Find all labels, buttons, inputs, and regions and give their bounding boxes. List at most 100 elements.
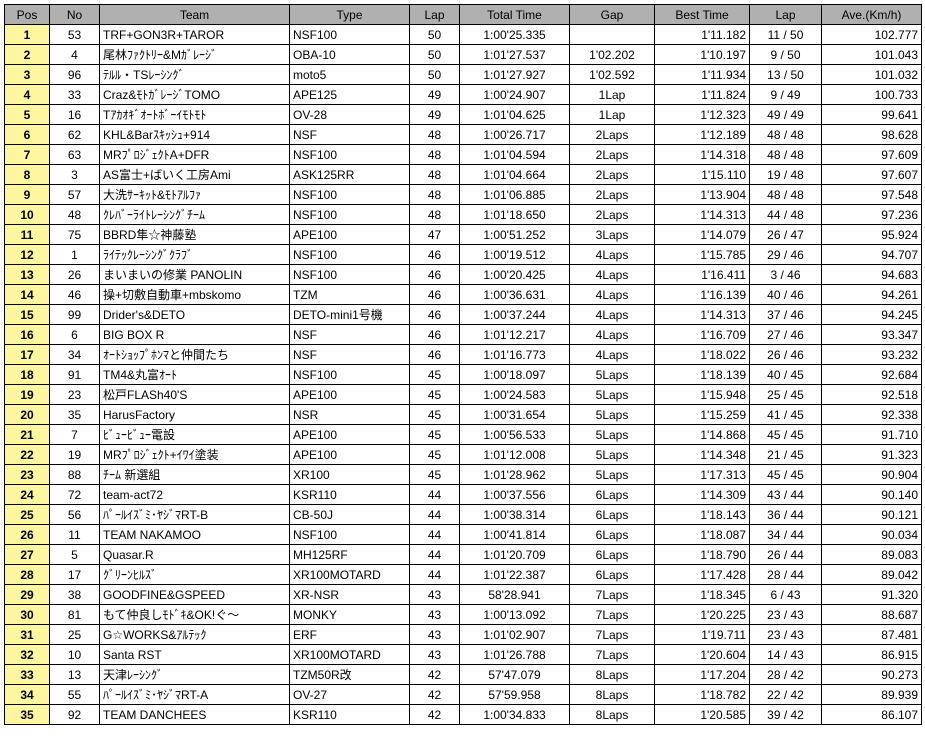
data-cell: GOODFINE&GSPEED xyxy=(100,585,290,605)
table-row: 24尾林ﾌｧｸﾄﾘｰ&MｶﾞﾚｰｼﾞOBA-10501:01'27.5371'0… xyxy=(5,45,922,65)
data-cell: 1'11.182 xyxy=(655,25,750,45)
data-cell: 松戸FLASh40'S xyxy=(100,385,290,405)
data-cell: 1:01'06.885 xyxy=(460,185,570,205)
data-cell: 1:00'20.425 xyxy=(460,265,570,285)
data-cell: 1'12.189 xyxy=(655,125,750,145)
data-cell: G☆WORKS&ｱﾙﾃｯｸ xyxy=(100,625,290,645)
data-cell: 1'18.790 xyxy=(655,545,750,565)
table-row: 2817ｸﾞﾘｰﾝﾋﾙｽﾞXR100MOTARD441:01'22.3876La… xyxy=(5,565,922,585)
data-cell: 90.034 xyxy=(822,525,922,545)
pos-cell: 32 xyxy=(5,645,50,665)
data-cell: 95.924 xyxy=(822,225,922,245)
data-cell: 90.121 xyxy=(822,505,922,525)
table-row: 217ﾋﾞｭｰﾋﾞｭｰ電設APE100451:00'56.5335Laps1'1… xyxy=(5,425,922,445)
data-cell: 45 xyxy=(410,385,460,405)
data-cell: 40 / 46 xyxy=(750,285,822,305)
data-cell: 34 / 44 xyxy=(750,525,822,545)
data-cell: 1:01'22.387 xyxy=(460,565,570,585)
pos-cell: 4 xyxy=(5,85,50,105)
data-cell: 90.273 xyxy=(822,665,922,685)
data-cell: 1:01'16.773 xyxy=(460,345,570,365)
data-cell: 101.032 xyxy=(822,65,922,85)
data-cell: 39 / 42 xyxy=(750,705,822,725)
data-cell xyxy=(570,25,655,45)
data-cell: APE100 xyxy=(290,445,410,465)
data-cell: 8Laps xyxy=(570,685,655,705)
data-cell: 86.915 xyxy=(822,645,922,665)
data-cell: 88 xyxy=(50,465,100,485)
data-cell: MRﾌﾟﾛｼﾞｪｸﾄ+ｲﾜｲ塗装 xyxy=(100,445,290,465)
data-cell: 7Laps xyxy=(570,605,655,625)
data-cell: ｸﾚﾊﾞｰﾗｲﾄﾚｰｼﾝｸﾞﾁｰﾑ xyxy=(100,205,290,225)
data-cell: 1:00'56.533 xyxy=(460,425,570,445)
data-cell: 46 xyxy=(50,285,100,305)
data-cell: 1:01'02.907 xyxy=(460,625,570,645)
data-cell: 1:00'51.252 xyxy=(460,225,570,245)
data-cell: 1:01'20.709 xyxy=(460,545,570,565)
data-cell: NSF100 xyxy=(290,145,410,165)
data-cell: 94.683 xyxy=(822,265,922,285)
pos-cell: 1 xyxy=(5,25,50,45)
data-cell: 1'14.348 xyxy=(655,445,750,465)
data-cell: ASK125RR xyxy=(290,165,410,185)
data-cell: 102.777 xyxy=(822,25,922,45)
data-cell: TRF+GON3R+TAROR xyxy=(100,25,290,45)
pos-cell: 6 xyxy=(5,125,50,145)
data-cell: CB-50J xyxy=(290,505,410,525)
data-cell: 87.481 xyxy=(822,625,922,645)
data-cell: 7 xyxy=(50,425,100,445)
table-row: 2472team-act72KSR110441:00'37.5566Laps1'… xyxy=(5,485,922,505)
data-cell: NSF100 xyxy=(290,525,410,545)
data-cell: まいまいの修業 PANOLIN xyxy=(100,265,290,285)
col-header: Team xyxy=(100,5,290,25)
data-cell: 48 / 48 xyxy=(750,145,822,165)
data-cell: 92.518 xyxy=(822,385,922,405)
data-cell: 11 xyxy=(50,525,100,545)
pos-cell: 25 xyxy=(5,505,50,525)
data-cell: 8Laps xyxy=(570,665,655,685)
data-cell: 1:00'18.097 xyxy=(460,365,570,385)
data-cell: 1'18.087 xyxy=(655,525,750,545)
data-cell: NSF100 xyxy=(290,25,410,45)
data-cell: 1'11.824 xyxy=(655,85,750,105)
data-cell: 46 xyxy=(410,245,460,265)
pos-cell: 9 xyxy=(5,185,50,205)
data-cell: 1Lap xyxy=(570,85,655,105)
pos-cell: 18 xyxy=(5,365,50,385)
data-cell: NSF100 xyxy=(290,365,410,385)
table-header-row: PosNoTeamTypeLapTotal TimeGapBest TimeLa… xyxy=(5,5,922,25)
pos-cell: 24 xyxy=(5,485,50,505)
data-cell: 1:00'41.814 xyxy=(460,525,570,545)
data-cell: 45 xyxy=(410,405,460,425)
data-cell: TM4&丸富ｵｰﾄ xyxy=(100,365,290,385)
data-cell: 57'47.079 xyxy=(460,665,570,685)
data-cell: NSF100 xyxy=(290,265,410,285)
data-cell: 43 xyxy=(410,625,460,645)
data-cell: 46 xyxy=(410,265,460,285)
data-cell: 49 xyxy=(410,105,460,125)
data-cell: 41 / 45 xyxy=(750,405,822,425)
data-cell: 1:01'26.788 xyxy=(460,645,570,665)
data-cell: TEAM NAKAMOO xyxy=(100,525,290,545)
data-cell: KSR110 xyxy=(290,485,410,505)
pos-cell: 29 xyxy=(5,585,50,605)
data-cell: 尾林ﾌｧｸﾄﾘｰ&Mｶﾞﾚｰｼﾞ xyxy=(100,45,290,65)
data-cell: Craz&ﾓﾄｶﾞﾚｰｼﾞTOMO xyxy=(100,85,290,105)
data-cell: 1'18.139 xyxy=(655,365,750,385)
table-row: 1734ｵｰﾄｼｮｯﾌﾟﾎﾝﾏと仲間たちNSF461:01'16.7734Lap… xyxy=(5,345,922,365)
data-cell: 1:00'34.833 xyxy=(460,705,570,725)
table-row: 516TｱｶｵｷﾞｵｰﾄﾎﾞｰｲﾓﾄﾓﾄOV-28491:01'04.6251L… xyxy=(5,105,922,125)
data-cell: 3Laps xyxy=(570,225,655,245)
data-cell: 99.641 xyxy=(822,105,922,125)
data-cell: 4Laps xyxy=(570,345,655,365)
data-cell: 1:00'24.583 xyxy=(460,385,570,405)
data-cell: DETO-mini1号機 xyxy=(290,305,410,325)
data-cell: 1 xyxy=(50,245,100,265)
data-cell: TZM xyxy=(290,285,410,305)
pos-cell: 10 xyxy=(5,205,50,225)
data-cell: 11 / 50 xyxy=(750,25,822,45)
data-cell: 5Laps xyxy=(570,425,655,445)
data-cell: MONKY xyxy=(290,605,410,625)
data-cell: OBA-10 xyxy=(290,45,410,65)
data-cell: 99 xyxy=(50,305,100,325)
